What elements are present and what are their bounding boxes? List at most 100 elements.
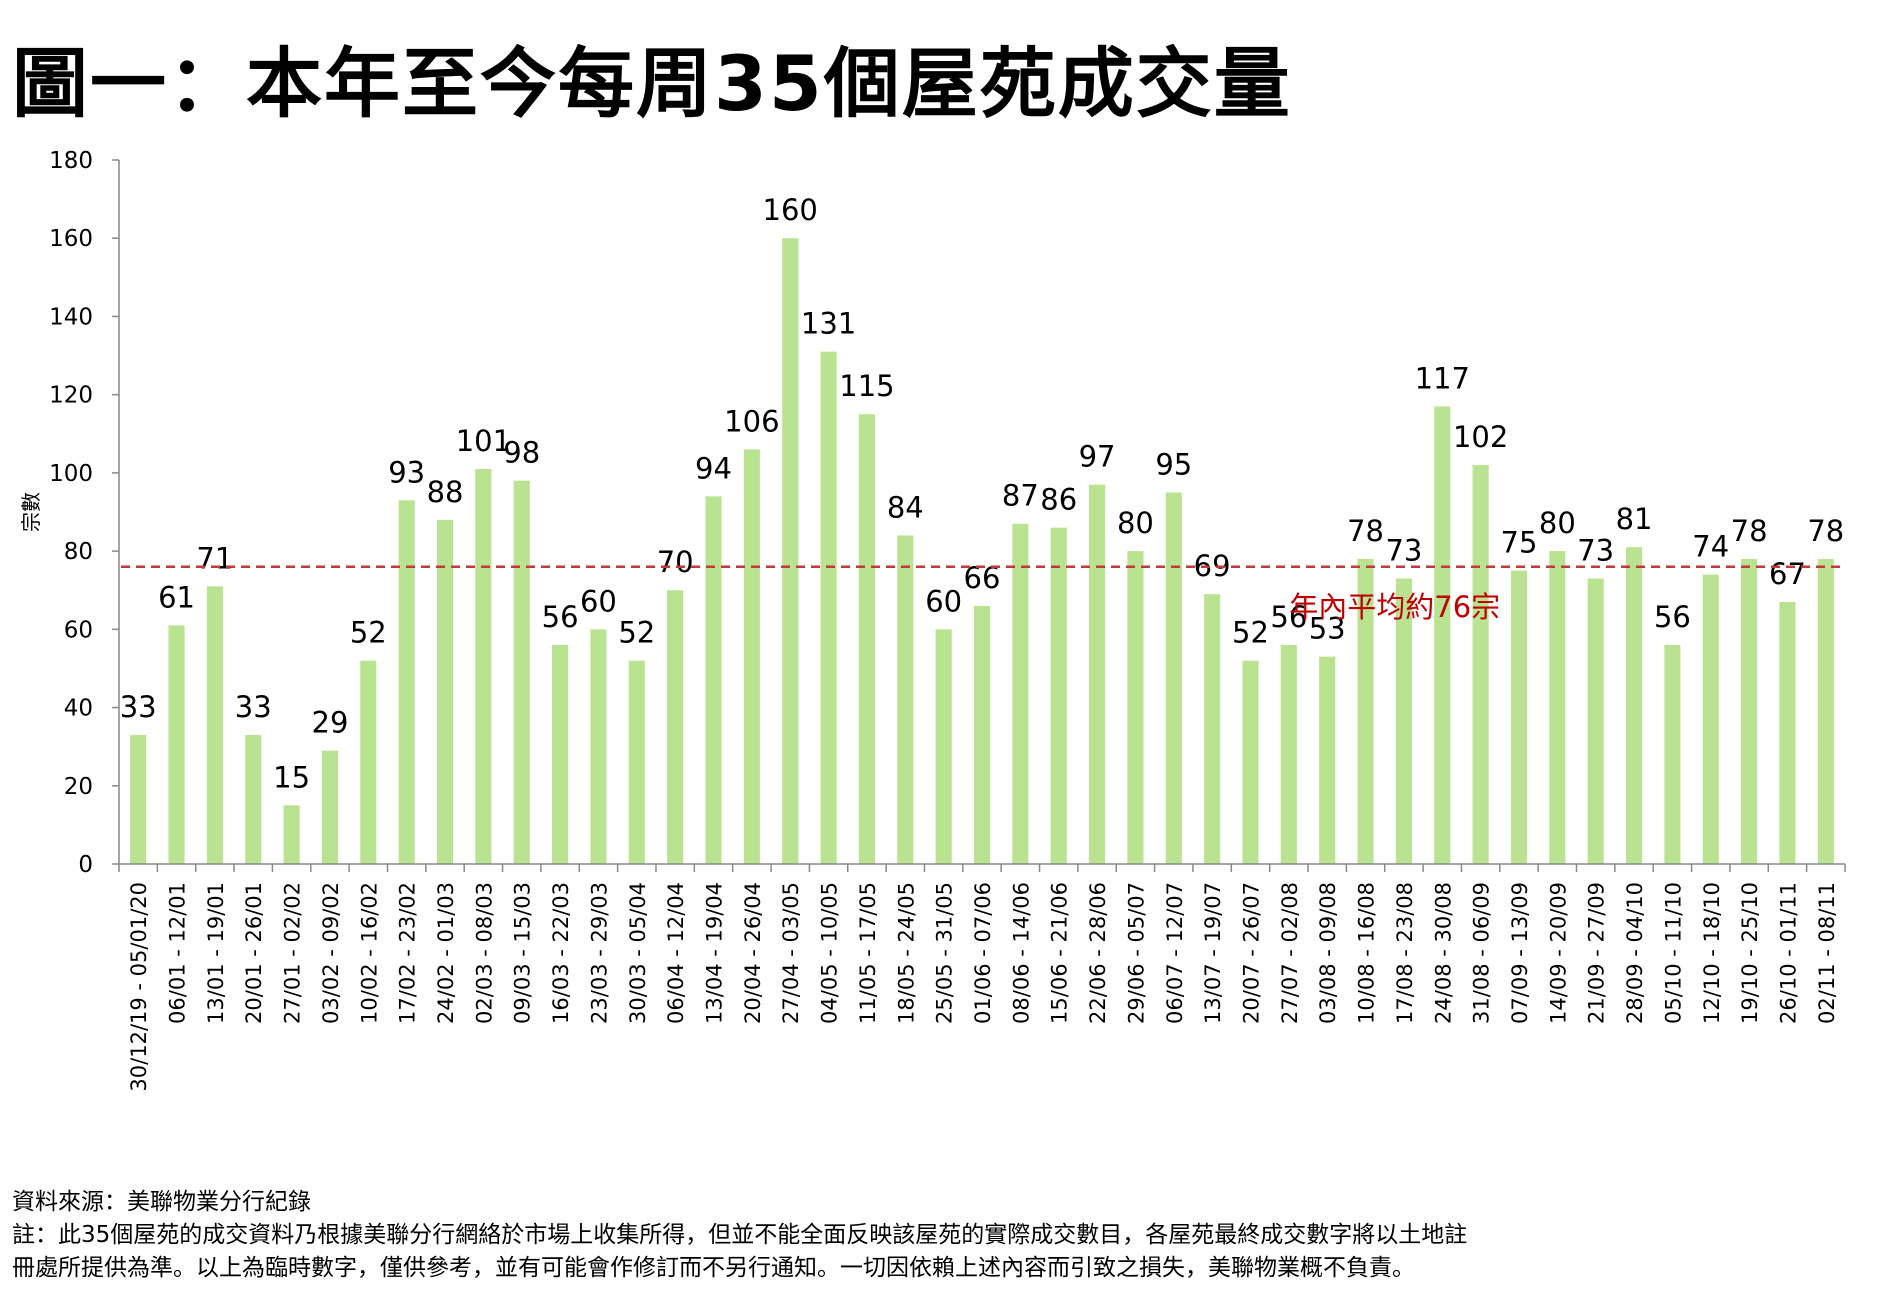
bar <box>1050 527 1067 864</box>
bar <box>1204 594 1221 864</box>
x-tick-label: 12/10 - 18/10 <box>1700 882 1724 1024</box>
x-tick-label: 14/09 - 20/09 <box>1546 882 1570 1024</box>
disclaimer-line-1: 註：此35個屋苑的成交資料乃根據美聯分行網絡於市場上收集所得，但並不能全面反映該… <box>12 1222 1468 1248</box>
x-tick-label: 11/05 - 17/05 <box>856 882 880 1024</box>
x-tick-label: 20/04 - 26/04 <box>741 882 765 1024</box>
bar <box>897 535 914 864</box>
bar <box>1319 656 1336 864</box>
bar <box>321 750 339 864</box>
data-label: 115 <box>839 369 894 403</box>
data-label: 102 <box>1453 420 1508 454</box>
x-tick-label: 04/05 - 10/05 <box>818 882 842 1024</box>
x-tick-label: 07/09 - 13/09 <box>1508 882 1532 1024</box>
data-label: 94 <box>695 451 732 485</box>
source-note: 資料來源：美聯物業分行紀錄 <box>12 1189 311 1215</box>
data-label: 101 <box>456 424 511 458</box>
bar <box>1280 644 1297 864</box>
x-tick-label: 13/07 - 19/07 <box>1201 882 1225 1024</box>
data-label: 86 <box>1040 483 1077 517</box>
data-label: 88 <box>427 475 464 509</box>
data-label: 33 <box>120 690 157 724</box>
bar <box>552 644 569 864</box>
data-label: 106 <box>724 404 779 438</box>
data-label: 95 <box>1155 447 1192 481</box>
y-tick-label: 180 <box>49 148 93 174</box>
data-label: 15 <box>273 760 310 794</box>
data-label: 52 <box>1232 616 1269 650</box>
bar <box>743 449 760 864</box>
bar <box>705 496 722 864</box>
x-tick-label: 03/02 - 09/02 <box>319 882 343 1024</box>
x-tick-label: 06/01 - 12/01 <box>166 882 190 1024</box>
bar <box>1165 492 1182 864</box>
x-tick-label: 01/06 - 07/06 <box>971 882 995 1024</box>
data-label: 131 <box>801 307 856 341</box>
y-tick-label: 120 <box>49 383 93 409</box>
x-tick-label: 20/01 - 26/01 <box>242 882 266 1024</box>
x-tick-label: 20/07 - 26/07 <box>1239 882 1263 1024</box>
data-label: 87 <box>1002 479 1039 513</box>
bar <box>475 468 492 864</box>
y-axis-label: 宗數 <box>19 492 43 532</box>
x-tick-label: 16/03 - 22/03 <box>549 882 573 1024</box>
data-label: 73 <box>1577 533 1614 567</box>
data-label: 33 <box>235 690 272 724</box>
data-label: 56 <box>542 600 579 634</box>
average-label: 年內平均約76宗 <box>1289 590 1500 624</box>
bar <box>1127 551 1144 864</box>
bar <box>1434 406 1451 864</box>
data-label: 61 <box>158 580 195 614</box>
bar <box>820 351 837 865</box>
disclaimer-line-2: 冊處所提供為準。以上為臨時數字，僅供參考，並有可能會作修訂而不另行通知。一切因依… <box>12 1255 1415 1281</box>
x-tick-label: 21/09 - 27/09 <box>1585 882 1609 1024</box>
bar <box>283 805 300 864</box>
data-label: 97 <box>1079 440 1116 474</box>
data-label: 74 <box>1692 530 1729 564</box>
x-tick-label: 28/09 - 04/10 <box>1623 882 1647 1024</box>
data-label: 29 <box>312 706 349 740</box>
x-tick-label: 02/03 - 08/03 <box>472 882 496 1024</box>
x-tick-label: 08/06 - 14/06 <box>1009 882 1033 1024</box>
bar <box>1587 578 1604 864</box>
bar <box>168 625 185 864</box>
average-line-group: 年內平均約76宗 <box>121 565 1845 624</box>
y-axis: 0 20 40 60 80 100 120 140 160 180 <box>49 148 120 878</box>
data-label: 78 <box>1731 514 1768 548</box>
data-label: 117 <box>1415 361 1470 395</box>
y-tick-label: 20 <box>64 774 93 800</box>
bar <box>858 414 875 864</box>
data-label: 60 <box>925 584 962 618</box>
data-label: 80 <box>1117 506 1154 540</box>
bar <box>1242 660 1259 864</box>
x-tick-label: 27/01 - 02/02 <box>281 882 305 1024</box>
bar <box>1357 558 1374 864</box>
bar <box>667 590 684 864</box>
data-label: 71 <box>196 541 233 575</box>
bar <box>1472 465 1489 864</box>
y-tick-label: 40 <box>64 696 93 722</box>
x-tick-label: 24/08 - 30/08 <box>1431 882 1455 1024</box>
bar <box>1625 547 1643 864</box>
chart-title: 圖一：本年至今每周35個屋苑成交量 <box>12 39 1292 128</box>
x-axis: 30/12/19 - 05/01/20 06/01 - 12/01 13/01 - … <box>118 863 1846 1092</box>
bar <box>1664 644 1681 864</box>
data-label: 52 <box>350 616 387 650</box>
data-label: 56 <box>1654 600 1691 634</box>
bar <box>782 238 799 864</box>
x-tick-label: 22/06 - 28/06 <box>1086 882 1110 1024</box>
data-label: 84 <box>887 490 924 524</box>
x-tick-label: 27/07 - 02/08 <box>1278 882 1302 1024</box>
data-label: 81 <box>1616 502 1653 536</box>
x-tick-label: 25/05 - 31/05 <box>933 882 957 1024</box>
x-tick-label: 18/05 - 24/05 <box>894 882 918 1024</box>
bar <box>513 480 530 864</box>
bar <box>1817 558 1834 864</box>
data-label: 78 <box>1347 514 1384 548</box>
bar <box>1741 558 1758 864</box>
x-tick-label: 30/03 - 05/04 <box>626 882 650 1024</box>
x-tick-label: 10/08 - 16/08 <box>1355 882 1379 1024</box>
bar <box>1395 578 1412 864</box>
x-tick-label: 19/10 - 25/10 <box>1738 882 1762 1024</box>
y-tick-label: 100 <box>49 461 93 487</box>
x-tick-label: 03/08 - 09/08 <box>1316 882 1340 1024</box>
